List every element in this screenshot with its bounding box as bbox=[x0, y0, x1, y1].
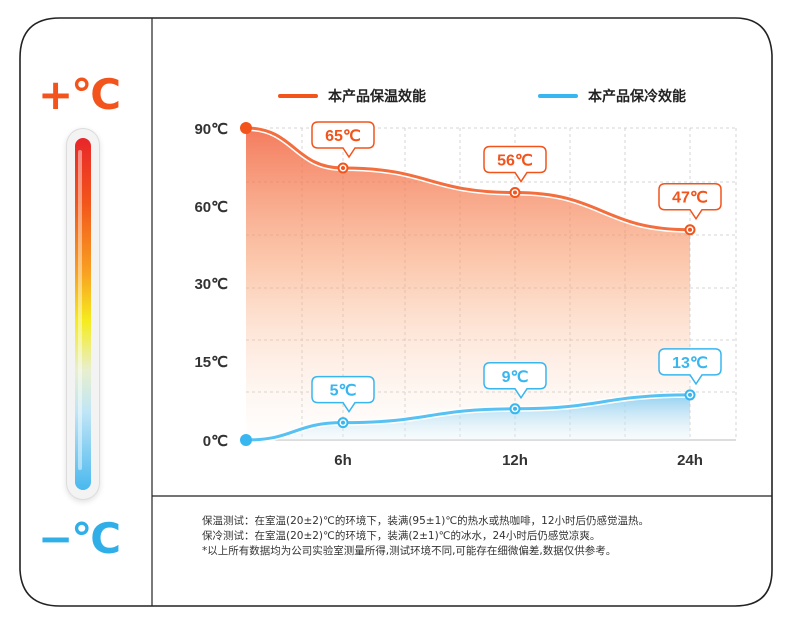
y-tick-label: 60℃ bbox=[194, 199, 228, 216]
data-point-core-warm bbox=[341, 166, 345, 170]
x-tick-label: 6h bbox=[334, 452, 352, 469]
data-label-cold: 9℃ bbox=[502, 369, 529, 386]
legend-item-cold: 本产品保冷效能 bbox=[538, 86, 686, 106]
data-label-bubble-cold bbox=[311, 375, 375, 414]
legend-label-cold: 本产品保冷效能 bbox=[588, 89, 686, 105]
note-warm: 保温测试：在室温(20±2)℃的环境下，装满(95±1)℃的热水或热咖啡，12小… bbox=[202, 515, 650, 527]
data-point-core-cold bbox=[341, 420, 345, 425]
data-label-bubble-warm bbox=[658, 182, 722, 221]
data-label-cold: 13℃ bbox=[672, 355, 708, 372]
hot-label: +°C bbox=[38, 70, 121, 119]
legend-label-warm: 本产品保温效能 bbox=[328, 89, 426, 105]
note-cold: 保冷测试：在室温(20±2)℃的环境下，装满(2±1)℃的冰水，24小时后仍感觉… bbox=[202, 530, 601, 542]
start-point-cold bbox=[240, 434, 252, 446]
data-label-bubble-cold bbox=[658, 348, 722, 386]
data-label-cold: 5℃ bbox=[330, 383, 357, 400]
start-point-warm bbox=[240, 122, 252, 134]
data-point-core-warm bbox=[513, 190, 517, 195]
data-label-bubble-warm bbox=[483, 145, 547, 183]
area-warm bbox=[246, 128, 690, 440]
note-disclaimer: *以上所有数据均为公司实验室测量所得,测试环境不同,可能存在细微偏差,数据仅供参… bbox=[202, 545, 617, 557]
x-tick-label: 12h bbox=[502, 452, 528, 469]
data-label-warm: 47℃ bbox=[672, 190, 708, 207]
legend-swatch-warm bbox=[278, 94, 318, 98]
data-label-bubble-warm bbox=[311, 121, 375, 159]
data-label-warm: 56℃ bbox=[497, 153, 533, 170]
y-tick-label: 15℃ bbox=[194, 354, 228, 371]
legend-item-warm: 本产品保温效能 bbox=[278, 86, 426, 106]
data-point-core-warm bbox=[688, 227, 692, 232]
thermometer-icon bbox=[66, 128, 100, 500]
data-point-core-cold bbox=[513, 406, 517, 411]
line-cold bbox=[244, 393, 692, 442]
data-label-bubble-cold bbox=[483, 362, 547, 400]
cold-label: −°C bbox=[38, 514, 121, 563]
legend-swatch-cold bbox=[538, 94, 578, 98]
data-point-core-cold bbox=[688, 392, 692, 397]
y-tick-label: 90℃ bbox=[194, 121, 228, 138]
data-label-warm: 65℃ bbox=[325, 128, 361, 145]
y-tick-label: 30℃ bbox=[194, 276, 228, 293]
test-notes: 保温测试：在室温(20±2)℃的环境下，装满(95±1)℃的热水或热咖啡，12小… bbox=[202, 514, 649, 559]
line-warm bbox=[244, 126, 692, 232]
y-tick-label: 0℃ bbox=[203, 433, 228, 450]
x-tick-label: 24h bbox=[677, 452, 703, 469]
